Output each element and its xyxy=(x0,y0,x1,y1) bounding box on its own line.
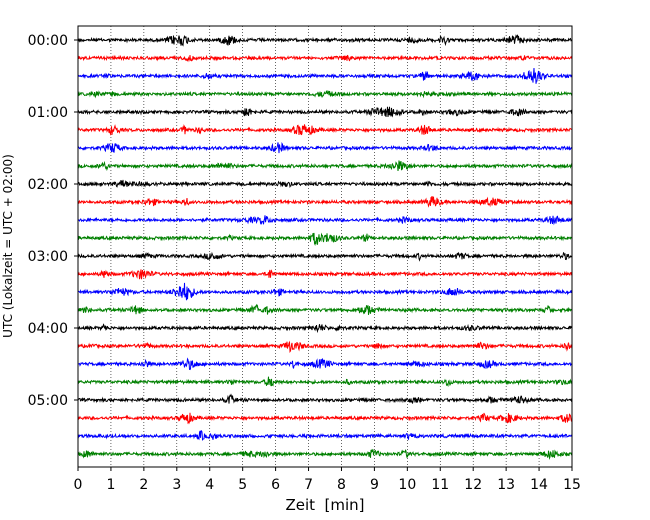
trace-11 xyxy=(77,232,573,246)
trace-17 xyxy=(77,340,573,353)
trace-6 xyxy=(77,142,573,154)
trace-5 xyxy=(77,124,573,136)
y-axis-label: UTC (Lokalzeit = UTC + 02:00) xyxy=(1,154,15,338)
trace-0 xyxy=(77,34,573,47)
plot-frame xyxy=(77,25,573,468)
x-tick-label: 10 xyxy=(398,477,416,493)
trace-14 xyxy=(77,282,573,301)
x-tick-label: 11 xyxy=(431,477,449,493)
y-tick-label: 04:00 xyxy=(28,321,68,337)
trace-10 xyxy=(77,215,573,226)
x-tick-label: 6 xyxy=(271,477,280,493)
x-tick-label: 8 xyxy=(337,477,346,493)
trace-16 xyxy=(77,323,573,334)
x-tick-label: 4 xyxy=(205,477,214,493)
x-tick-label: 12 xyxy=(464,477,482,493)
trace-23 xyxy=(77,448,573,460)
trace-20 xyxy=(77,393,573,405)
trace-18 xyxy=(77,357,573,371)
y-axis: 00:00 01:00 02:00 03:00 04:00 05:00 xyxy=(28,33,78,409)
x-tick-label: 14 xyxy=(530,477,548,493)
trace-2 xyxy=(77,68,573,84)
trace-19 xyxy=(77,376,573,388)
seismic-traces xyxy=(77,34,573,460)
x-tick-label: 15 xyxy=(563,477,581,493)
y-tick-label: 01:00 xyxy=(28,105,68,121)
x-tick-label: 0 xyxy=(74,477,83,493)
trace-3 xyxy=(77,89,573,99)
trace-1 xyxy=(77,54,573,63)
y-tick-label: 05:00 xyxy=(28,393,68,409)
trace-12 xyxy=(77,251,573,262)
y-tick-label: 03:00 xyxy=(28,249,68,265)
trace-4 xyxy=(77,106,573,118)
y-tick-label: 02:00 xyxy=(28,177,68,193)
x-tick-label: 9 xyxy=(370,477,379,493)
x-tick-label: 7 xyxy=(304,477,313,493)
trace-22 xyxy=(77,430,573,442)
y-tick-label: 00:00 xyxy=(28,33,68,49)
x-axis-label: Zeit [min] xyxy=(285,496,364,514)
x-tick-label: 2 xyxy=(139,477,148,493)
x-tick-label: 1 xyxy=(106,477,115,493)
x-tick-label: 5 xyxy=(238,477,247,493)
trace-8 xyxy=(77,179,573,189)
trace-21 xyxy=(77,412,573,425)
x-tick-label: 13 xyxy=(497,477,515,493)
trace-9 xyxy=(77,195,573,208)
trace-13 xyxy=(77,269,573,280)
x-axis: 0 1 2 3 4 5 6 7 8 9 10 11 12 13 14 15 xyxy=(74,467,581,493)
trace-15 xyxy=(77,303,573,315)
trace-7 xyxy=(77,160,573,172)
x-tick-label: 3 xyxy=(172,477,181,493)
